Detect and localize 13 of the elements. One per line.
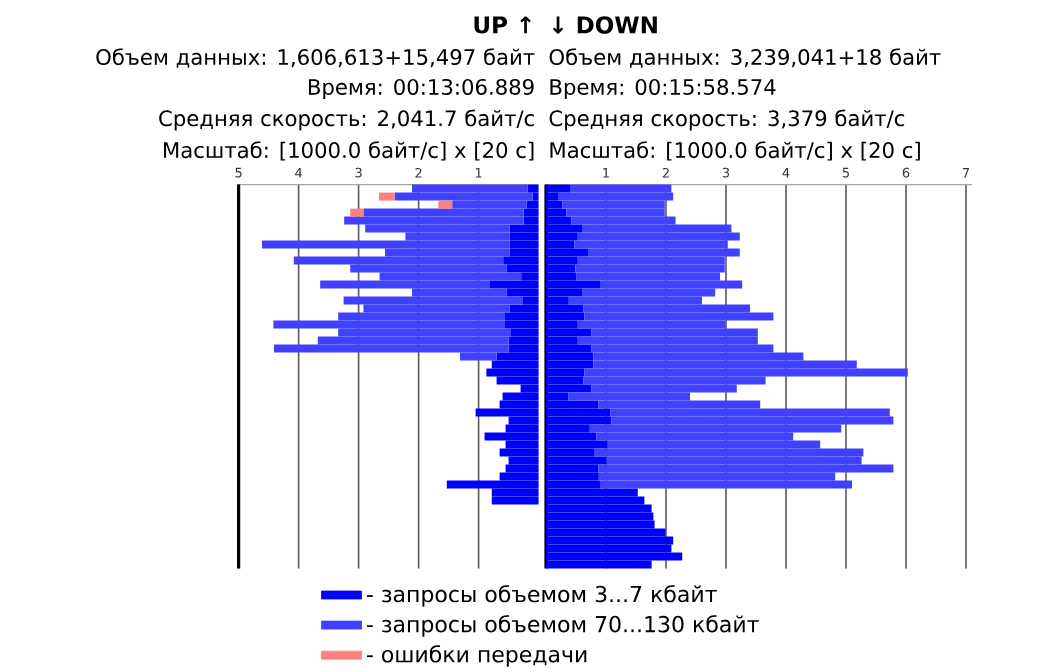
text: Масштаб: [1000.0 байт/с] x [20 с]	[164, 141, 534, 161]
chart-title: UP ↑	[474, 16, 531, 34]
text: Масштаб: [1000.0 байт/с] x [20 с]	[550, 141, 920, 161]
legend-label: - запросы объемом 70...130 кбайт	[366, 615, 759, 637]
chart-title: ↓ DOWN	[552, 16, 657, 34]
text: Время: 00:15:58.574	[550, 78, 776, 100]
text: Объем данных: 3,239,041+18 байт	[549, 48, 941, 68]
legend-label: - запросы объемом 3...7 кбайт	[366, 584, 717, 607]
text: Средняя скорость: 3,379 байт/с	[549, 109, 905, 131]
legend-label: - ошибки передачи	[366, 645, 587, 667]
text: Время: 00:13:06.889	[308, 78, 534, 100]
text: Объем данных: 1,606,613+15,497 байт	[96, 48, 535, 68]
text: Средняя скорость: 2,041.7 байт/с	[159, 109, 534, 131]
